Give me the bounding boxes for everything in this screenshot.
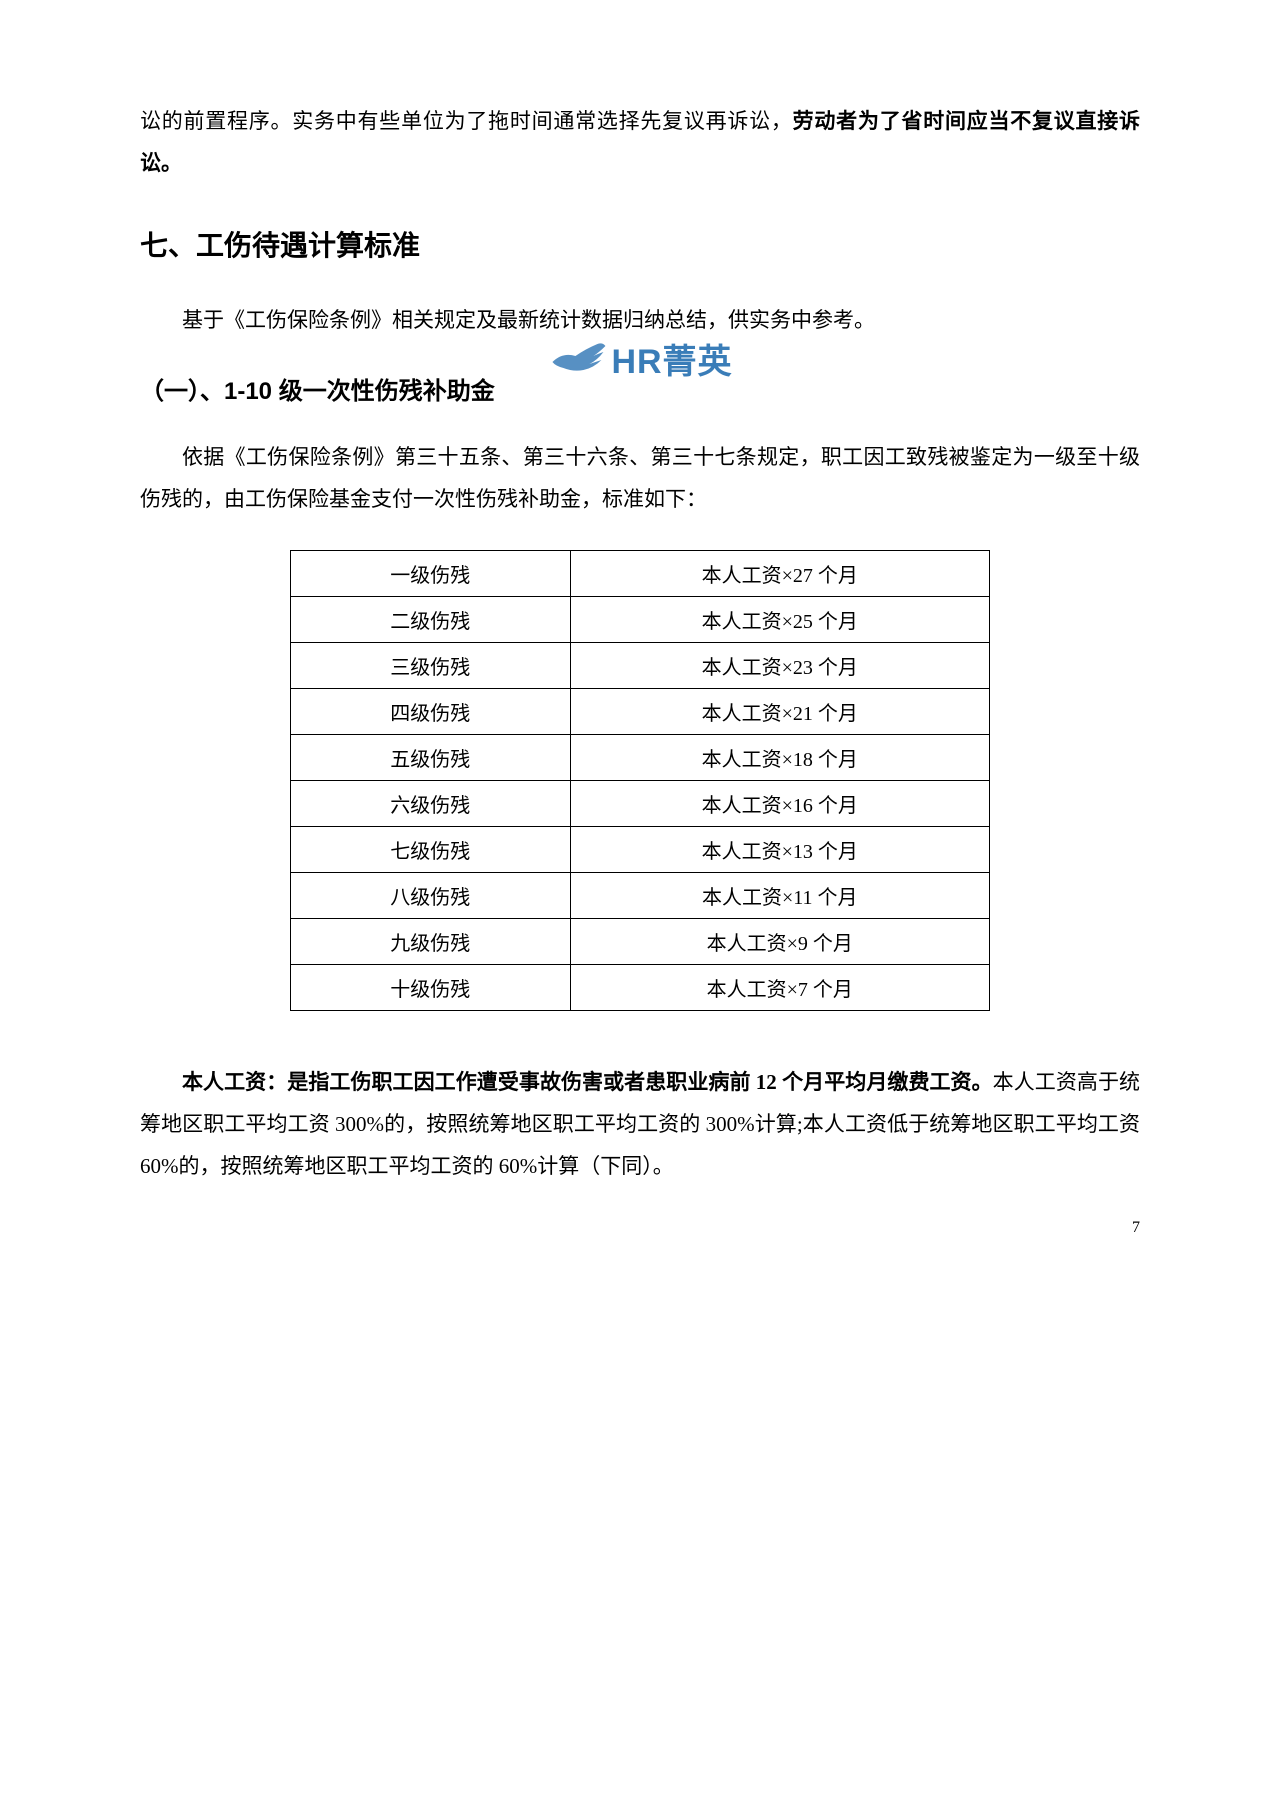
disability-level-cell: 三级伤残 <box>291 643 571 689</box>
table-row: 一级伤残本人工资×27 个月 <box>291 551 990 597</box>
compensation-table: 一级伤残本人工资×27 个月二级伤残本人工资×25 个月三级伤残本人工资×23 … <box>290 550 990 1011</box>
compensation-amount-cell: 本人工资×27 个月 <box>570 551 989 597</box>
subsection-heading: （一）、1-10 级一次性伤残补助金 <box>140 371 1140 406</box>
document-page: 讼的前置程序。实务中有些单位为了拖时间通常选择先复议再诉讼，劳动者为了省时间应当… <box>0 0 1280 1297</box>
compensation-amount-cell: 本人工资×25 个月 <box>570 597 989 643</box>
continuing-text: 讼的前置程序。实务中有些单位为了拖时间通常选择先复议再诉讼， <box>140 109 793 133</box>
section-heading: 七、工伤待遇计算标准 <box>140 224 1140 264</box>
compensation-table-wrap: 一级伤残本人工资×27 个月二级伤残本人工资×25 个月三级伤残本人工资×23 … <box>140 550 1140 1011</box>
disability-level-cell: 十级伤残 <box>291 965 571 1011</box>
table-row: 五级伤残本人工资×18 个月 <box>291 735 990 781</box>
table-row: 四级伤残本人工资×21 个月 <box>291 689 990 735</box>
table-row: 九级伤残本人工资×9 个月 <box>291 919 990 965</box>
page-number: 7 <box>1132 1219 1140 1237</box>
disability-level-cell: 一级伤残 <box>291 551 571 597</box>
compensation-amount-cell: 本人工资×7 个月 <box>570 965 989 1011</box>
compensation-amount-cell: 本人工资×9 个月 <box>570 919 989 965</box>
disability-level-cell: 九级伤残 <box>291 919 571 965</box>
table-row: 六级伤残本人工资×16 个月 <box>291 781 990 827</box>
disability-level-cell: 六级伤残 <box>291 781 571 827</box>
definition-bold: 本人工资：是指工伤职工因工作遭受事故伤害或者患职业病前 12 个月平均月缴费工资… <box>182 1070 993 1094</box>
disability-level-cell: 四级伤残 <box>291 689 571 735</box>
table-row: 三级伤残本人工资×23 个月 <box>291 643 990 689</box>
disability-level-cell: 八级伤残 <box>291 873 571 919</box>
table-row: 八级伤残本人工资×11 个月 <box>291 873 990 919</box>
compensation-amount-cell: 本人工资×13 个月 <box>570 827 989 873</box>
disability-level-cell: 五级伤残 <box>291 735 571 781</box>
compensation-amount-cell: 本人工资×21 个月 <box>570 689 989 735</box>
intro-paragraph: 基于《工伤保险条例》相关规定及最新统计数据归纳总结，供实务中参考。 <box>140 299 1140 341</box>
compensation-amount-cell: 本人工资×18 个月 <box>570 735 989 781</box>
continuing-paragraph: 讼的前置程序。实务中有些单位为了拖时间通常选择先复议再诉讼，劳动者为了省时间应当… <box>140 100 1140 184</box>
compensation-amount-cell: 本人工资×11 个月 <box>570 873 989 919</box>
compensation-amount-cell: 本人工资×16 个月 <box>570 781 989 827</box>
compensation-amount-cell: 本人工资×23 个月 <box>570 643 989 689</box>
table-row: 十级伤残本人工资×7 个月 <box>291 965 990 1011</box>
definition-paragraph: 本人工资：是指工伤职工因工作遭受事故伤害或者患职业病前 12 个月平均月缴费工资… <box>140 1061 1140 1187</box>
table-row: 二级伤残本人工资×25 个月 <box>291 597 990 643</box>
disability-level-cell: 七级伤残 <box>291 827 571 873</box>
table-row: 七级伤残本人工资×13 个月 <box>291 827 990 873</box>
disability-level-cell: 二级伤残 <box>291 597 571 643</box>
legal-basis-paragraph: 依据《工伤保险条例》第三十五条、第三十六条、第三十七条规定，职工因工致残被鉴定为… <box>140 436 1140 520</box>
